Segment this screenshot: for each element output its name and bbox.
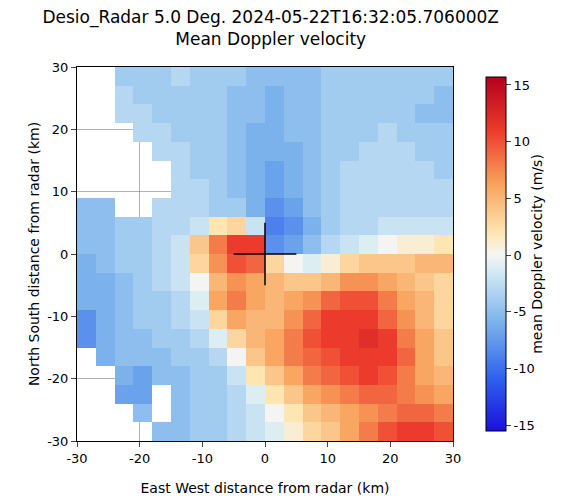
svg-text:5: 5	[514, 191, 522, 206]
svg-text:-30: -30	[47, 434, 68, 449]
svg-text:10: 10	[52, 184, 69, 199]
svg-text:-20: -20	[129, 451, 150, 466]
svg-text:-5: -5	[514, 304, 527, 319]
svg-text:0: 0	[514, 248, 522, 263]
svg-text:-20: -20	[47, 371, 68, 386]
svg-text:0: 0	[60, 247, 68, 262]
svg-text:20: 20	[382, 451, 399, 466]
svg-text:mean Doppler velocity (m/s): mean Doppler velocity (m/s)	[529, 154, 545, 354]
svg-text:20: 20	[52, 122, 69, 137]
svg-text:-10: -10	[47, 309, 68, 324]
svg-text:-10: -10	[514, 361, 535, 376]
svg-text:30: 30	[445, 451, 462, 466]
svg-text:10: 10	[319, 451, 336, 466]
svg-text:-30: -30	[66, 451, 87, 466]
svg-text:15: 15	[514, 77, 531, 92]
svg-text:East West distance from radar: East West distance from radar (km)	[140, 480, 389, 496]
svg-text:North South distance from rada: North South distance from radar (km)	[26, 122, 42, 386]
svg-text:10: 10	[514, 134, 531, 149]
svg-text:30: 30	[52, 60, 69, 75]
svg-text:0: 0	[261, 451, 269, 466]
svg-text:Desio_Radar 5.0 Deg. 2024-05-2: Desio_Radar 5.0 Deg. 2024-05-22T16:32:05…	[42, 7, 499, 49]
svg-text:-10: -10	[192, 451, 213, 466]
svg-text:-15: -15	[514, 418, 535, 433]
